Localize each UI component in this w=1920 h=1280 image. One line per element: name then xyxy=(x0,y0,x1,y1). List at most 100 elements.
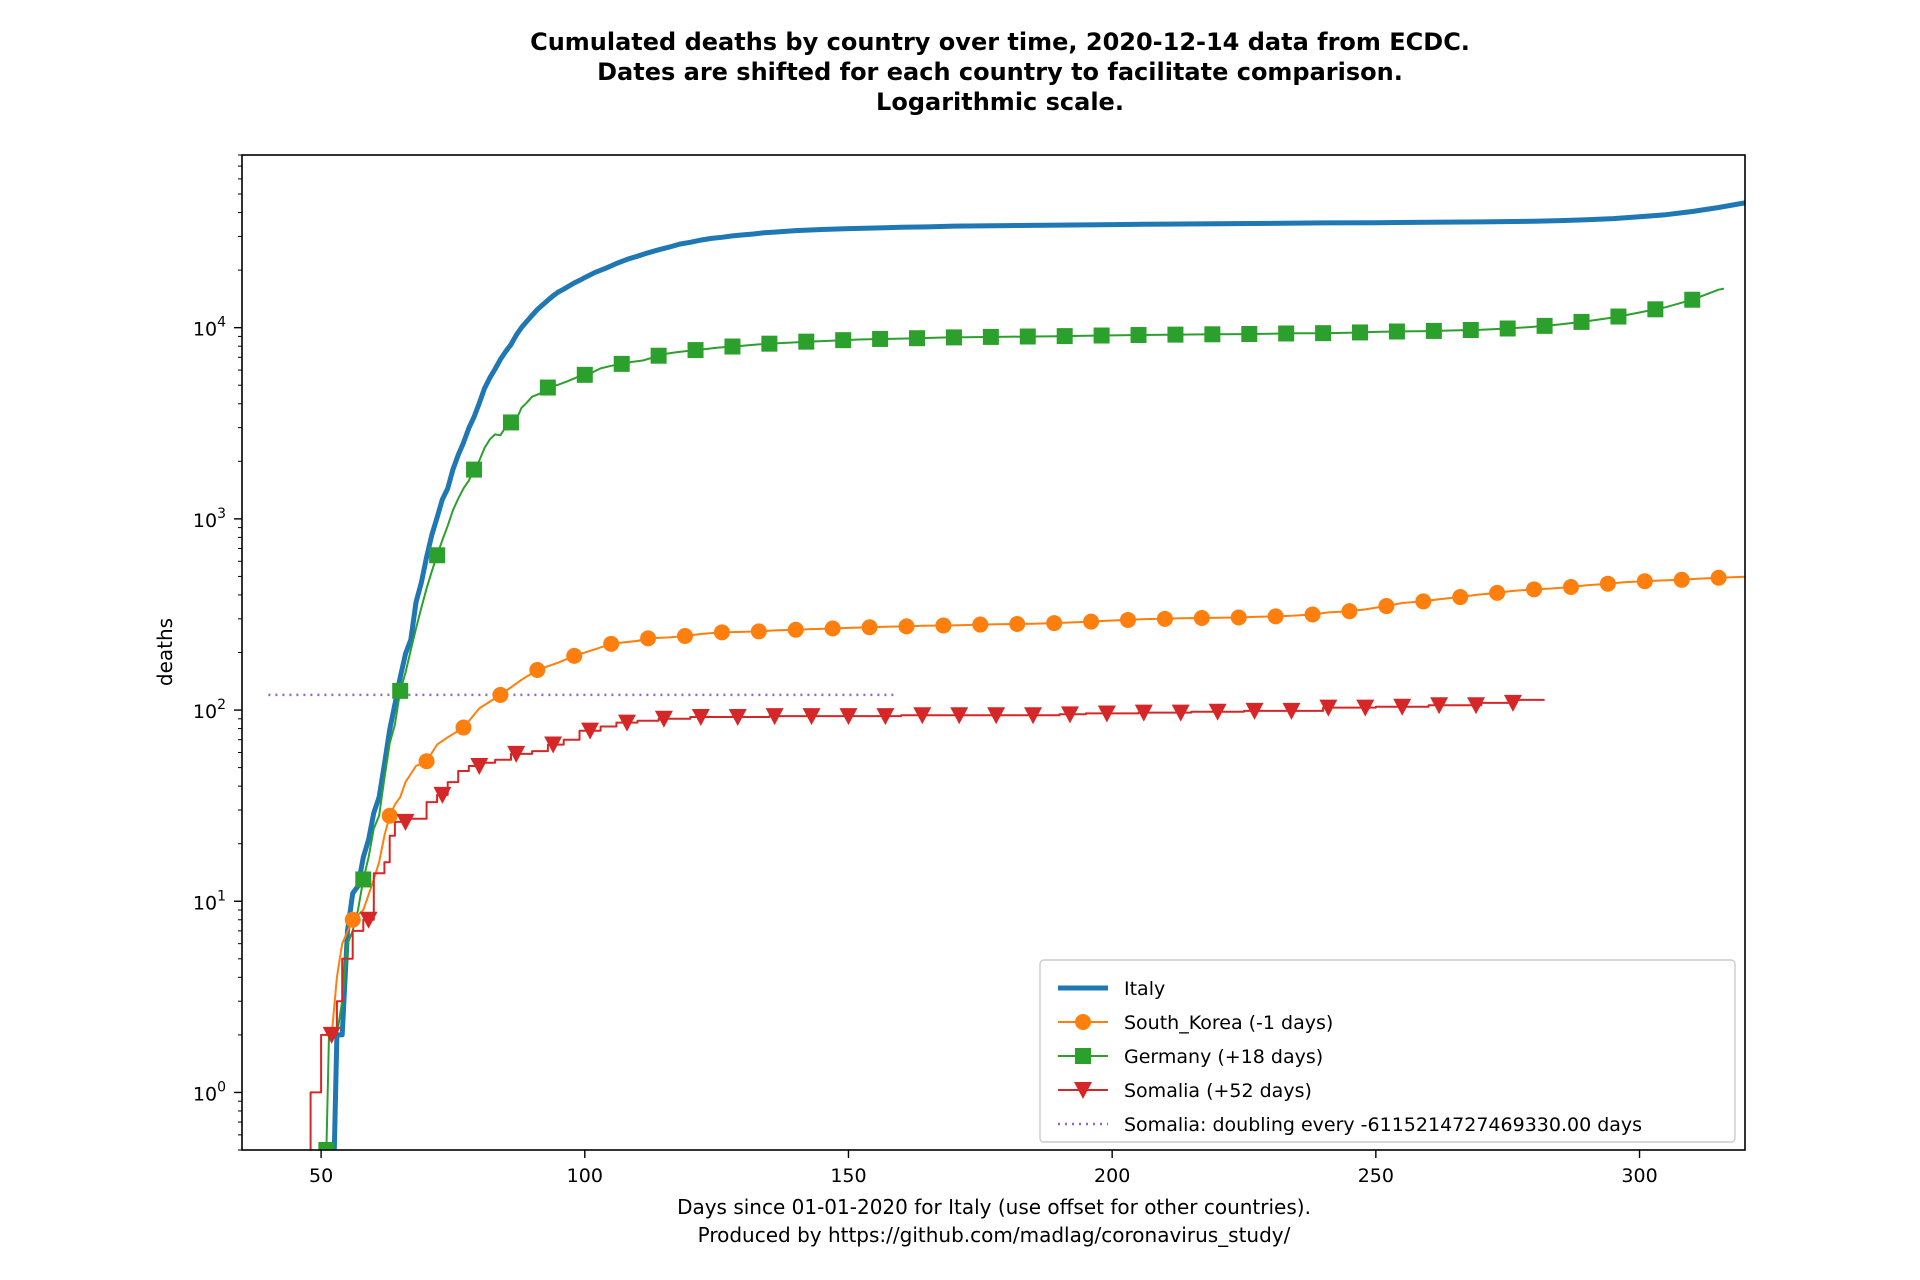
legend-label-south-korea-1-days: South_Korea (-1 days) xyxy=(1124,1012,1333,1034)
data-point-germany-18-days xyxy=(798,333,815,350)
data-point-south-korea-1-days xyxy=(1341,603,1358,620)
data-point-somalia-52-days xyxy=(987,707,1006,725)
y-axis-label: deaths xyxy=(153,618,177,686)
data-point-germany-18-days xyxy=(945,329,962,346)
data-point-germany-18-days xyxy=(1241,325,1258,342)
data-point-germany-18-days xyxy=(1573,313,1590,330)
data-point-somalia-52-days xyxy=(507,745,526,763)
legend-label-somalia-doubling-every-6115214727469330-00-days: Somalia: doubling every -611521472746933… xyxy=(1124,1114,1642,1136)
data-point-south-korea-1-days xyxy=(1489,584,1506,601)
data-point-germany-18-days xyxy=(724,338,741,355)
data-point-somalia-52-days xyxy=(1208,703,1227,721)
x-tick-label: 250 xyxy=(1358,1165,1394,1187)
data-point-south-korea-1-days xyxy=(1156,610,1173,627)
x-tick-label: 100 xyxy=(567,1165,603,1187)
data-point-somalia-52-days xyxy=(765,708,784,726)
data-point-germany-18-days xyxy=(1278,325,1295,342)
data-point-south-korea-1-days xyxy=(418,753,435,770)
data-point-somalia-52-days xyxy=(1393,698,1412,716)
y-tick-label: 101 xyxy=(193,888,226,914)
x-tick-label: 150 xyxy=(830,1165,866,1187)
data-point-germany-18-days xyxy=(502,414,519,431)
data-point-south-korea-1-days xyxy=(492,686,509,703)
data-point-germany-18-days xyxy=(1352,324,1369,341)
data-point-germany-18-days xyxy=(392,682,409,699)
data-point-south-korea-1-days xyxy=(824,620,841,637)
chart-title-line-3: Logarithmic scale. xyxy=(876,88,1124,116)
x-axis-label-line-2: Produced by https://github.com/madlag/co… xyxy=(698,1223,1291,1247)
data-point-germany-18-days xyxy=(613,355,630,372)
data-point-south-korea-1-days xyxy=(1599,575,1616,592)
data-point-somalia-52-days xyxy=(1060,706,1079,724)
data-point-south-korea-1-days xyxy=(1526,581,1543,598)
y-tick-label: 103 xyxy=(193,506,226,532)
data-point-somalia-52-days xyxy=(322,1026,341,1044)
data-point-germany-18-days xyxy=(355,871,372,888)
data-point-somalia-52-days xyxy=(1282,702,1301,720)
data-point-somalia-52-days xyxy=(950,707,969,725)
data-point-south-korea-1-days xyxy=(676,627,693,644)
series-line-somalia-52-days xyxy=(309,698,1545,1150)
data-point-somalia-52-days xyxy=(544,736,563,754)
data-point-germany-18-days xyxy=(1499,320,1516,337)
data-point-somalia-52-days xyxy=(359,911,378,929)
data-point-somalia-52-days xyxy=(1024,707,1043,725)
data-point-south-korea-1-days xyxy=(1046,615,1063,632)
data-point-south-korea-1-days xyxy=(1710,569,1727,586)
data-point-south-korea-1-days xyxy=(935,617,952,634)
data-point-south-korea-1-days xyxy=(1452,589,1469,606)
data-point-somalia-52-days xyxy=(1097,705,1116,723)
x-axis-label-line-1: Days since 01-01-2020 for Italy (use off… xyxy=(677,1195,1311,1219)
legend-label-somalia-52-days: Somalia (+52 days) xyxy=(1124,1080,1312,1102)
data-point-somalia-52-days xyxy=(913,707,932,725)
data-point-somalia-52-days xyxy=(654,710,673,728)
data-point-germany-18-days xyxy=(1315,325,1332,342)
data-point-south-korea-1-days xyxy=(1673,571,1690,588)
legend-marker-germany-18-days xyxy=(1075,1048,1091,1064)
data-point-somalia-52-days xyxy=(1356,699,1375,717)
data-point-germany-18-days xyxy=(1684,291,1701,308)
data-point-south-korea-1-days xyxy=(640,630,657,647)
data-point-south-korea-1-days xyxy=(1083,613,1100,630)
data-point-germany-18-days xyxy=(909,330,926,347)
data-point-south-korea-1-days xyxy=(972,616,989,633)
data-point-germany-18-days xyxy=(1536,317,1553,334)
data-point-germany-18-days xyxy=(650,347,667,364)
data-point-germany-18-days xyxy=(982,328,999,345)
data-point-south-korea-1-days xyxy=(1009,615,1026,632)
data-point-south-korea-1-days xyxy=(1378,598,1395,615)
data-point-somalia-52-days xyxy=(839,708,858,726)
data-point-germany-18-days xyxy=(466,461,483,478)
data-point-somalia-52-days xyxy=(617,714,636,732)
data-point-south-korea-1-days xyxy=(713,624,730,641)
x-tick-label: 200 xyxy=(1094,1165,1130,1187)
data-point-south-korea-1-days xyxy=(1304,606,1321,623)
data-point-south-korea-1-days xyxy=(1193,610,1210,627)
legend-label-italy: Italy xyxy=(1124,978,1165,1000)
data-point-south-korea-1-days xyxy=(1119,611,1136,628)
data-point-germany-18-days xyxy=(1425,322,1442,339)
data-point-germany-18-days xyxy=(576,366,593,383)
data-point-south-korea-1-days xyxy=(861,619,878,636)
data-point-germany-18-days xyxy=(1056,328,1073,345)
legend: Italy South_Korea (-1 days) Germany (+18 d… xyxy=(1039,959,1736,1143)
data-point-somalia-52-days xyxy=(1319,699,1338,717)
chart-title-line-2: Dates are shifted for each country to fa… xyxy=(597,58,1403,86)
legend-marker-somalia-52-days xyxy=(1074,1082,1092,1099)
legend-box xyxy=(1039,959,1736,1143)
data-point-germany-18-days xyxy=(318,1142,335,1150)
data-point-germany-18-days xyxy=(1388,323,1405,340)
data-point-south-korea-1-days xyxy=(787,621,804,638)
legend-label-germany-18-days: Germany (+18 days) xyxy=(1124,1046,1323,1068)
data-point-germany-18-days xyxy=(1610,308,1627,325)
y-tick-label: 100 xyxy=(193,1079,226,1105)
data-point-south-korea-1-days xyxy=(344,911,361,928)
data-point-germany-18-days xyxy=(1462,322,1479,339)
data-point-somalia-52-days xyxy=(581,722,600,740)
data-point-germany-18-days xyxy=(872,330,889,347)
data-point-germany-18-days xyxy=(835,332,852,349)
data-point-somalia-52-days xyxy=(1171,704,1190,722)
x-tick-label: 50 xyxy=(309,1165,333,1187)
data-point-germany-18-days xyxy=(687,342,704,359)
x-tick-label: 300 xyxy=(1621,1165,1657,1187)
